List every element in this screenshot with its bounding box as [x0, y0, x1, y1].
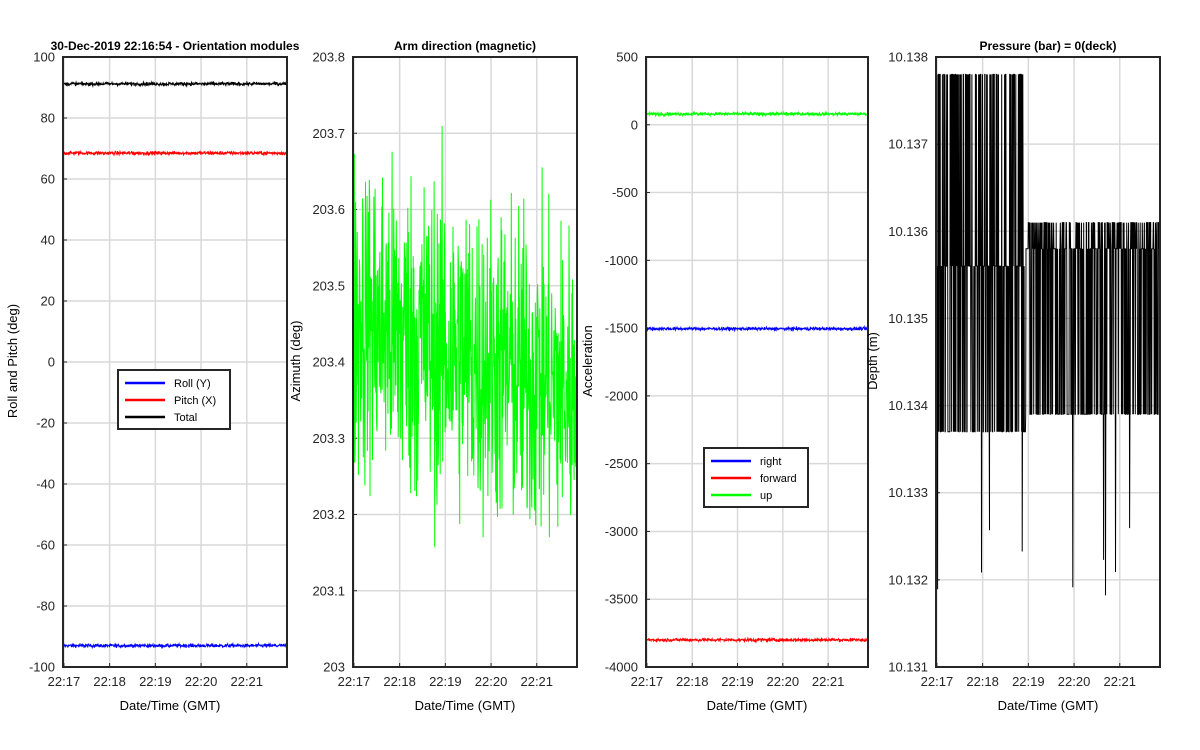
axes-title: Pressure (bar) = 0(deck)	[979, 39, 1116, 53]
y-tick-label: 203	[323, 660, 345, 675]
y-tick-label: -40	[36, 477, 55, 492]
axes-frame	[645, 56, 869, 668]
x-tick-label: 22:20	[475, 674, 508, 689]
series-line-pitch-x	[63, 149, 287, 157]
x-tick-label: 22:20	[767, 674, 800, 689]
y-tick-label: 100	[33, 50, 55, 65]
legend-label: Total	[174, 412, 197, 424]
y-tick-label: 203.1	[312, 583, 345, 598]
x-tick-label: 22:18	[966, 674, 999, 689]
axes-frame	[62, 56, 288, 668]
y-tick-label: -60	[36, 538, 55, 553]
y-tick-label: 10.131	[888, 660, 928, 675]
x-tick-label: 22:17	[631, 674, 664, 689]
plot-area	[646, 57, 868, 667]
arm-direction-axes: Arm direction (magnetic) Date/Time (GMT)…	[288, 39, 578, 713]
x-axis-label: Date/Time (GMT)	[120, 698, 221, 713]
pressure-axes: Pressure (bar) = 0(deck) Date/Time (GMT)…	[865, 39, 1161, 713]
y-tick-label: 203.2	[312, 507, 345, 522]
x-tick-label: 22:17	[48, 674, 81, 689]
legend-label: up	[760, 490, 772, 502]
x-tick-label: 22:21	[230, 674, 263, 689]
y-tick-label: 40	[41, 233, 55, 248]
y-tick-label: 60	[41, 172, 55, 187]
series-line-right	[646, 324, 868, 333]
legend-label: right	[760, 456, 781, 468]
y-tick-label: 10.134	[888, 398, 928, 413]
y-tick-label: -2500	[605, 456, 638, 471]
y-tick-label: -2000	[605, 388, 638, 403]
legend: right forward up	[703, 447, 809, 508]
y-tick-label: 10.133	[888, 485, 928, 500]
x-tick-label: 22:19	[1012, 674, 1045, 689]
y-tick-label: -100	[29, 660, 55, 675]
acceleration-axes: Date/Time (GMT) Acceleration 22:17 22:18 2…	[580, 50, 869, 713]
x-tick-label: 22:18	[383, 674, 416, 689]
y-tick-label: 203.3	[312, 431, 345, 446]
axes-frame	[352, 56, 578, 668]
x-tick-label: 22:19	[721, 674, 754, 689]
y-tick-label: 203.6	[312, 202, 345, 217]
y-tick-label: 203.8	[312, 50, 345, 65]
axes-title: 30-Dec-2019 22:16:54 - Orientation modul…	[51, 39, 300, 53]
axes-frame	[935, 56, 1161, 668]
series-line-total	[63, 80, 287, 88]
x-tick-label: 22:20	[1058, 674, 1091, 689]
y-tick-label: 20	[41, 294, 55, 309]
y-axis-label: Azimuth (deg)	[288, 321, 303, 402]
y-tick-label: -1000	[605, 253, 638, 268]
x-tick-label: 22:20	[185, 674, 218, 689]
y-tick-label: 10.137	[888, 137, 928, 152]
y-axis-label: Depth (m)	[865, 332, 880, 390]
x-tick-label: 22:17	[338, 674, 371, 689]
y-tick-label: 203.4	[312, 355, 345, 370]
y-tick-label: -1500	[605, 321, 638, 336]
series-line	[936, 73, 1160, 596]
series-line-roll-y	[63, 641, 287, 650]
x-axis-label: Date/Time (GMT)	[707, 698, 808, 713]
legend-label: Pitch (X)	[174, 395, 216, 407]
x-axis-label: Date/Time (GMT)	[415, 698, 516, 713]
x-tick-label: 22:19	[429, 674, 462, 689]
x-tick-label: 22:21	[1103, 674, 1136, 689]
x-tick-label: 22:21	[520, 674, 553, 689]
y-axis-label: Roll and Pitch (deg)	[5, 304, 20, 418]
orientation-axes: 30-Dec-2019 22:16:54 - Orientation modul…	[5, 39, 300, 713]
y-tick-label: 0	[631, 117, 638, 132]
x-tick-label: 22:21	[812, 674, 845, 689]
y-tick-label: 80	[41, 111, 55, 126]
y-tick-label: -3000	[605, 524, 638, 539]
x-tick-label: 22:18	[676, 674, 709, 689]
y-tick-label: -20	[36, 416, 55, 431]
y-tick-label: 500	[616, 50, 638, 65]
series-line-up	[646, 110, 868, 118]
legend-label: Roll (Y)	[174, 378, 211, 390]
series-line-forward	[646, 636, 868, 644]
x-tick-label: 22:19	[139, 674, 172, 689]
y-tick-label: 203.5	[312, 278, 345, 293]
y-tick-label: -4000	[605, 660, 638, 675]
y-tick-label: 203.7	[312, 126, 345, 141]
y-tick-label: -80	[36, 599, 55, 614]
x-tick-label: 22:17	[921, 674, 954, 689]
y-tick-label: 10.136	[888, 224, 928, 239]
axes-title: Arm direction (magnetic)	[394, 39, 536, 53]
y-axis-label: Acceleration	[580, 325, 595, 397]
y-tick-label: 0	[48, 355, 55, 370]
legend-label: forward	[760, 473, 797, 485]
y-tick-label: 10.135	[888, 311, 928, 326]
legend: Roll (Y) Pitch (X) Total	[117, 369, 231, 430]
x-axis-label: Date/Time (GMT)	[998, 698, 1099, 713]
y-tick-label: -3500	[605, 592, 638, 607]
series-line	[353, 125, 577, 571]
y-tick-label: 10.132	[888, 572, 928, 587]
y-tick-label: 10.138	[888, 50, 928, 65]
y-tick-label: -500	[612, 185, 638, 200]
x-tick-label: 22:18	[93, 674, 126, 689]
